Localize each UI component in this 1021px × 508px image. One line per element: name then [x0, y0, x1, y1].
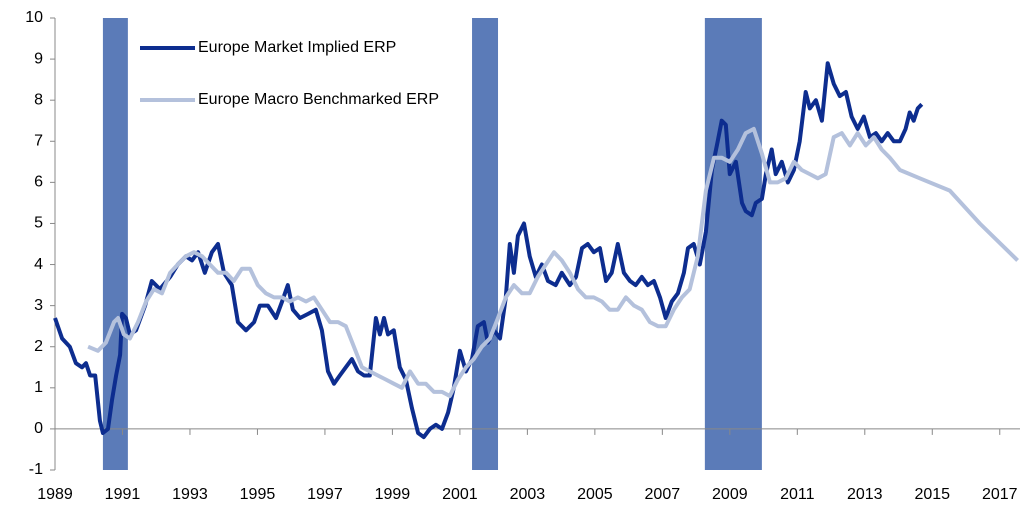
- x-tick-label: 2009: [712, 486, 748, 503]
- x-tick-label: 1999: [375, 486, 411, 503]
- y-tick-label: 0: [34, 420, 43, 437]
- x-tick-label: 2013: [847, 486, 883, 503]
- shaded-period: [102, 18, 128, 470]
- y-tick-label: 1: [34, 379, 43, 396]
- y-tick-label: 8: [34, 91, 43, 108]
- x-tick-label: 1995: [240, 486, 276, 503]
- y-tick-label: 7: [34, 132, 43, 149]
- legend-label: Europe Market Implied ERP: [198, 39, 396, 56]
- shaded-period: [472, 18, 499, 470]
- x-tick-label: 2011: [780, 486, 815, 503]
- x-tick-label: 1989: [37, 486, 73, 503]
- y-tick-label: 9: [34, 50, 43, 67]
- y-tick-label: -1: [29, 461, 43, 478]
- y-tick-label: 4: [34, 256, 43, 273]
- x-tick-label: 2003: [510, 486, 546, 503]
- series-line: [87, 126, 1019, 398]
- x-tick-label: 2017: [982, 486, 1018, 503]
- y-tick-label: 3: [34, 297, 43, 314]
- x-tick-label: 1993: [172, 486, 208, 503]
- x-tick-label: 2001: [442, 486, 478, 503]
- y-tick-label: 10: [25, 9, 43, 26]
- x-tick-label: 2005: [577, 486, 613, 503]
- x-tick-label: 1997: [307, 486, 343, 503]
- x-tick-label: 2015: [914, 486, 950, 503]
- legend-label: Europe Macro Benchmarked ERP: [198, 91, 439, 108]
- shaded-period: [704, 18, 762, 470]
- y-tick-label: 6: [34, 174, 43, 191]
- y-tick-label: 2: [34, 338, 43, 355]
- x-tick-label: 2007: [645, 486, 681, 503]
- y-tick-label: 5: [34, 215, 43, 232]
- x-tick-label: 1991: [105, 486, 141, 503]
